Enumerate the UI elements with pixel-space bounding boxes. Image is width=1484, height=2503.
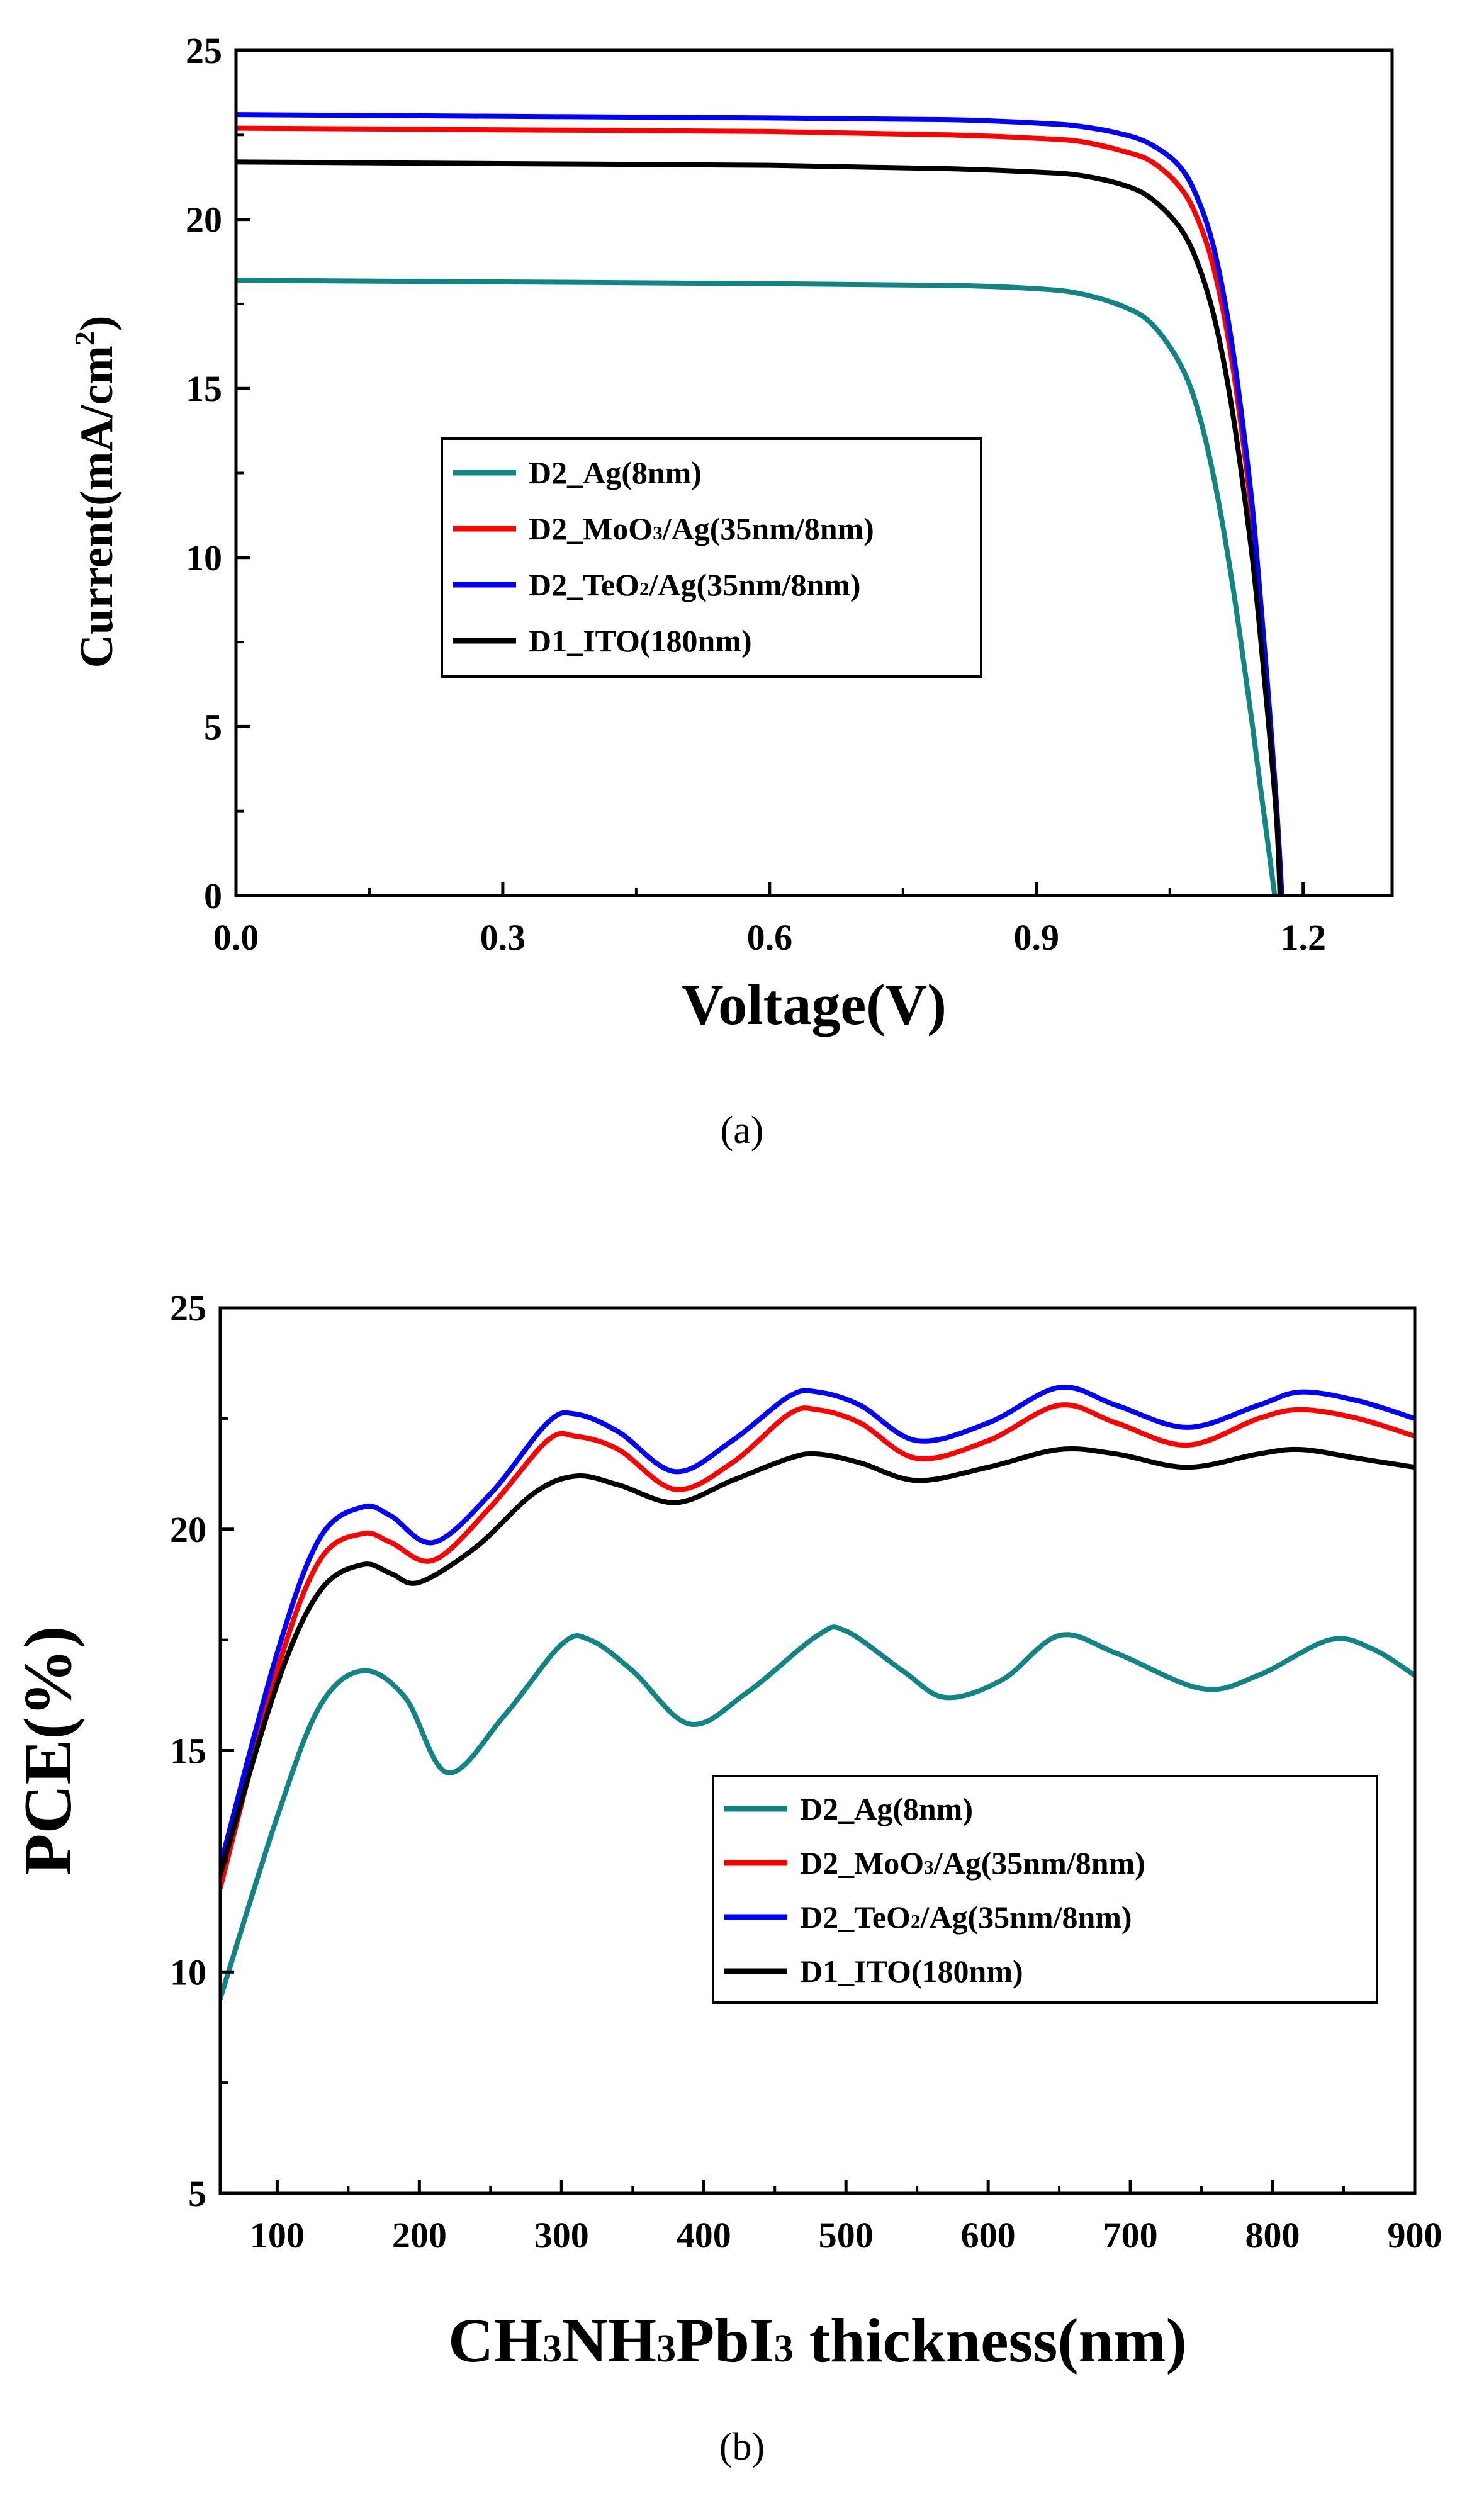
a-x-axis-title: Voltage(V) <box>682 972 947 1037</box>
b-plot-area: 100 200 300 400 500 600 700 800 900 5 10 15 20 25 <box>170 1288 1442 2256</box>
a-legend-label-3: D1_ITO(180nm) <box>529 623 752 658</box>
a-legend-label-1-part: 3 <box>653 522 663 544</box>
b-y-axis-title: PCE(%) <box>11 1626 86 1876</box>
b-y-tick-label: 25 <box>170 1288 206 1329</box>
b-legend-label-2: D2_TeO2/Ag(35nm/8nm) <box>800 1899 1132 1935</box>
a-legend-label-2-part: /Ag(35nm/8nm) <box>648 567 860 602</box>
b-x-tick-label: 700 <box>1103 2215 1158 2256</box>
a-legend: D2_Ag(8nm)D2_MoO3/Ag(35nm/8nm)D2_TeO2/Ag… <box>441 437 982 678</box>
a-series-line-3 <box>236 159 1283 896</box>
b-series-group <box>220 1384 1415 2001</box>
b-x-tick-label: 400 <box>677 2215 731 2256</box>
b-legend-label-2-part: D2_TeO <box>800 1899 911 1935</box>
b-legend: D2_Ag(8nm)D2_MoO3/Ag(35nm/8nm)D2_TeO2/Ag… <box>712 1775 1378 2004</box>
a-y-axis-title-main: Current(mA/cm <box>71 346 123 668</box>
b-legend-label-3: D1_ITO(180nm) <box>800 1954 1023 1989</box>
b-y-tick-label: 15 <box>170 1731 206 1772</box>
b-x-axis-title-part: NH <box>562 2305 656 2375</box>
b-legend-label-2-part: 2 <box>911 1910 921 1932</box>
b-series-line-3 <box>220 1446 1415 1877</box>
b-series-line-0 <box>220 1624 1415 2001</box>
a-legend-label-3-part: D1_ITO(180nm) <box>529 623 752 658</box>
a-legend-box <box>441 437 982 678</box>
b-legend-label-0-part: D2_Ag(8nm) <box>800 1791 973 1826</box>
a-legend-label-0: D2_Ag(8nm) <box>529 455 702 490</box>
b-legend-label-0: D2_Ag(8nm) <box>800 1791 973 1826</box>
a-x-tick-label: 0.6 <box>747 917 793 958</box>
b-x-axis-title-part: 3 <box>542 2327 562 2370</box>
a-panel-label: (a) <box>721 1109 764 1152</box>
a-legend-label-0-part: D2_Ag(8nm) <box>529 455 702 490</box>
b-legend-label-2-part: /Ag(35nm/8nm) <box>919 1899 1132 1935</box>
b-x-tick-label: 500 <box>819 2215 874 2256</box>
b-series-line-2 <box>220 1384 1415 1869</box>
b-y-tick-label: 20 <box>170 1509 206 1550</box>
b-series-line-1 <box>220 1402 1415 1891</box>
a-legend-label-1-part: D2_MoO <box>529 511 653 546</box>
b-panel-label: (b) <box>719 2426 765 2468</box>
a-legend-label-1-part: /Ag(35nm/8nm) <box>662 511 874 546</box>
chart-a: 0.0 0.3 0.6 0.9 1.2 0 5 10 15 20 25 D2_Ag(8nm) D2_Mo… <box>69 30 1394 1152</box>
a-y-tick-label: 20 <box>186 200 222 240</box>
a-x-tick-label: 0.3 <box>480 917 526 958</box>
b-x-tick-label: 300 <box>534 2215 589 2256</box>
b-legend-label-1-part: /Ag(35nm/8nm) <box>933 1845 1145 1881</box>
b-legend-label-1-part: 3 <box>924 1856 934 1878</box>
a-legend-label-2-part: D2_TeO <box>529 567 639 602</box>
b-x-axis-title: CH3NH3PbI3 thickness(nm) <box>448 2305 1187 2375</box>
a-plot-area: 0.0 0.3 0.6 0.9 1.2 0 5 10 15 20 25 <box>186 30 1394 958</box>
b-x-axis-title-part: thickness(nm) <box>794 2305 1187 2375</box>
a-y-tick-label: 10 <box>186 537 222 578</box>
b-legend-box <box>712 1775 1378 2004</box>
b-legend-label-3-part: D1_ITO(180nm) <box>800 1954 1023 1989</box>
b-y-tick-label: 5 <box>188 2173 206 2214</box>
a-y-axis-title: Current(mA/cm2) <box>69 315 123 668</box>
a-y-tick-label: 25 <box>186 30 222 71</box>
b-legend-label-1-part: D2_MoO <box>800 1845 924 1881</box>
b-y-tick-label: 10 <box>170 1952 206 1993</box>
b-x-tick-label: 200 <box>392 2215 447 2256</box>
a-legend-label-1: D2_MoO3/Ag(35nm/8nm) <box>529 511 874 546</box>
a-legend-label-2-part: 2 <box>639 578 649 600</box>
b-x-axis-title-part: CH <box>448 2305 542 2375</box>
a-y-tick-label: 15 <box>186 368 222 409</box>
a-series-line-0 <box>236 278 1278 896</box>
b-x-tick-label: 900 <box>1388 2215 1442 2256</box>
b-frame <box>218 1306 1417 2195</box>
b-x-tick-label: 600 <box>961 2215 1016 2256</box>
a-x-tick-label: 0.0 <box>213 917 259 958</box>
a-y-axis-title-close: ) <box>71 315 123 331</box>
b-x-axis-title-part: PbI <box>676 2305 774 2375</box>
b-x-axis-title-part: 3 <box>656 2327 676 2370</box>
a-series-group <box>236 112 1284 896</box>
a-series-line-2 <box>236 112 1284 896</box>
b-legend-label-1: D2_MoO3/Ag(35nm/8nm) <box>800 1845 1145 1881</box>
a-y-tick-label: 0 <box>204 875 222 916</box>
a-legend-label-2: D2_TeO2/Ag(35nm/8nm) <box>529 567 861 602</box>
b-x-axis-title-part: 3 <box>774 2327 794 2370</box>
a-y-tick-label: 5 <box>204 706 222 747</box>
a-x-tick-label: 1.2 <box>1280 917 1326 958</box>
a-x-tick-label: 0.9 <box>1014 917 1060 958</box>
b-x-tick-label: 800 <box>1245 2215 1300 2256</box>
b-x-tick-label: 100 <box>250 2215 305 2256</box>
chart-b: 100 200 300 400 500 600 700 800 900 5 10 15 20 25 D2_A… <box>11 1288 1442 2468</box>
a-y-axis-title-sup: 2 <box>69 331 101 346</box>
